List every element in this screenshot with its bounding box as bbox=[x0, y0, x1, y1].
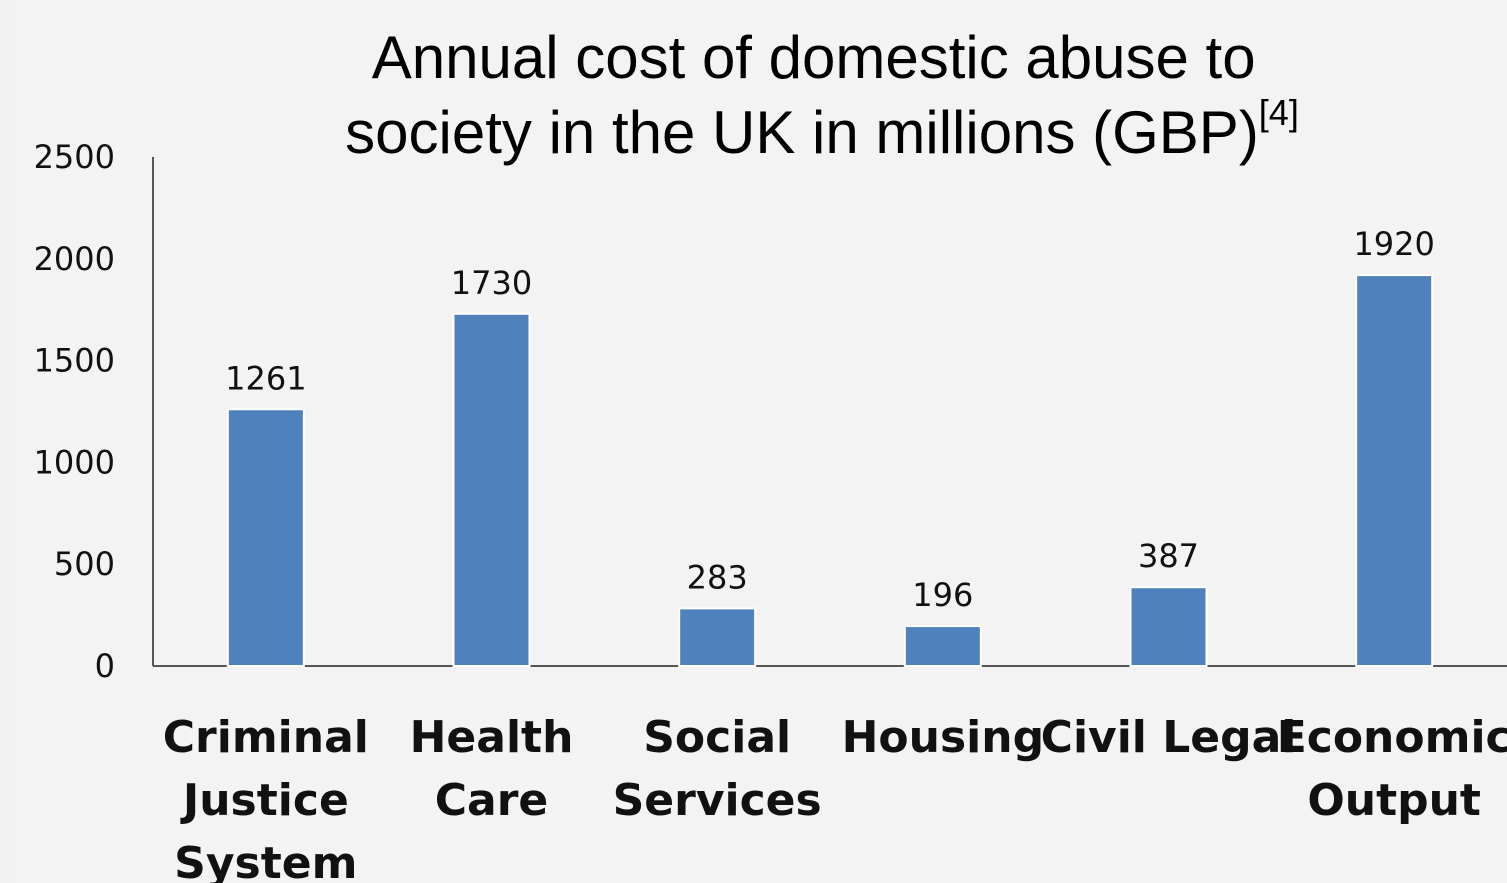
x-tick-label: Health Care bbox=[410, 712, 574, 826]
chart-title-line-2: society in the UK in millions (GBP)[4] bbox=[345, 92, 1299, 166]
bar bbox=[678, 607, 757, 668]
category-labels: Criminal Justice System Health Care Social Ser… bbox=[163, 712, 1507, 883]
data-label: 1730 bbox=[451, 264, 532, 302]
x-tick-label-line: Civil Legal bbox=[1041, 712, 1297, 763]
x-tick-label: Civil Legal bbox=[1041, 712, 1297, 763]
y-tick-label: 1000 bbox=[34, 443, 115, 481]
bar bbox=[1355, 274, 1434, 667]
x-tick-label-line: Economic bbox=[1277, 712, 1507, 763]
x-tick-label-line: Justice bbox=[180, 775, 349, 826]
data-label: 387 bbox=[1138, 537, 1199, 575]
bar bbox=[1129, 586, 1208, 667]
data-label: 1920 bbox=[1353, 225, 1434, 263]
x-tick-label: Economic Output bbox=[1277, 712, 1507, 826]
bar bbox=[452, 312, 531, 667]
data-labels: 1261 1730 283 196 387 1920 bbox=[225, 225, 1435, 614]
x-tick-label-line: Social bbox=[643, 712, 791, 763]
y-axis: 0 500 1000 1500 2000 2500 bbox=[34, 138, 1507, 685]
x-tick-label-line: Criminal bbox=[163, 712, 369, 763]
y-tick-label: 0 bbox=[95, 647, 115, 685]
data-label: 1261 bbox=[225, 359, 306, 397]
x-tick-label-line: Output bbox=[1307, 775, 1481, 826]
y-tick-label: 1500 bbox=[34, 342, 115, 380]
x-tick-label: Housing bbox=[842, 712, 1044, 763]
bar bbox=[226, 408, 305, 667]
x-tick-label-line: Care bbox=[435, 775, 549, 826]
x-tick-label-line: Housing bbox=[842, 712, 1044, 763]
chart-title-line-1: Annual cost of domestic abuse to bbox=[372, 24, 1256, 91]
y-tick-label: 2500 bbox=[34, 138, 115, 176]
chart-title-superscript: [4] bbox=[1259, 92, 1299, 133]
data-label: 283 bbox=[687, 558, 748, 596]
y-tick-label: 500 bbox=[54, 545, 115, 583]
chart-title: Annual cost of domestic abuse to society… bbox=[345, 24, 1299, 166]
y-tick-label: 2000 bbox=[34, 240, 115, 278]
data-label: 196 bbox=[912, 576, 973, 614]
x-tick-label: Social Services bbox=[613, 712, 822, 826]
x-tick-label: Criminal Justice System bbox=[163, 712, 369, 883]
bar bbox=[903, 625, 982, 668]
x-tick-label-line: System bbox=[174, 838, 357, 883]
bars bbox=[226, 274, 1434, 668]
x-tick-label-line: Services bbox=[613, 775, 822, 826]
x-tick-label-line: Health bbox=[410, 712, 574, 763]
